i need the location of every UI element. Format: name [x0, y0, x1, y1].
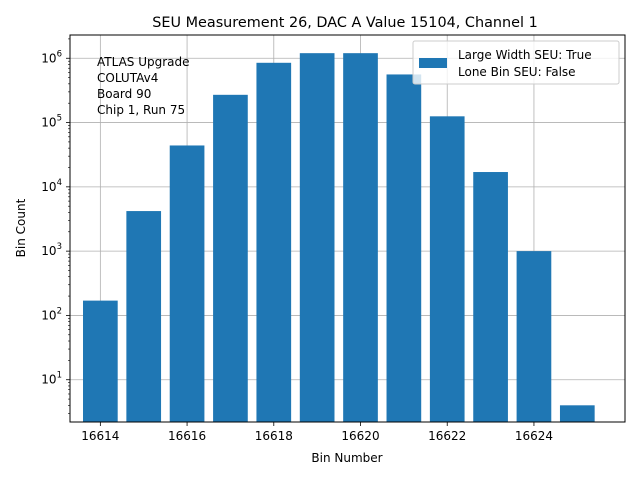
annotation-text: ATLAS Upgrade COLUTAv4 Board 90 Chip 1, Ru…: [97, 55, 190, 117]
y-tick-label: 103: [41, 242, 62, 258]
x-tick-label: 16624: [515, 429, 553, 443]
chart-title: SEU Measurement 26, DAC A Value 15104, C…: [152, 15, 537, 31]
bar: [559, 405, 595, 422]
x-tick-label: 16622: [428, 429, 466, 443]
bar: [429, 116, 465, 423]
y-tick-label: 104: [41, 178, 62, 194]
legend-swatch: [419, 58, 447, 68]
y-tick-label: 106: [41, 49, 62, 65]
x-tick-label: 16618: [255, 429, 293, 443]
plot-frame: [69, 34, 626, 423]
bars: [83, 53, 595, 423]
legend-box: [412, 40, 620, 85]
bar: [343, 53, 378, 423]
y-axis-ticks: 101 102 103 104 105 106: [41, 38, 70, 414]
y-tick-label: 102: [41, 306, 62, 322]
x-tick-label: 16620: [341, 429, 379, 443]
bar: [126, 211, 162, 422]
x-tick-label: 16614: [81, 429, 119, 443]
bar: [516, 251, 552, 422]
bar: [386, 74, 422, 422]
y-tick-label: 105: [41, 114, 62, 130]
legend-entry: Lone Bin SEU: False: [458, 65, 576, 79]
annotation-line: Chip 1, Run 75: [97, 103, 185, 117]
y-tick-label: 101: [41, 371, 62, 387]
legend-entry: Large Width SEU: True: [458, 48, 592, 62]
bar: [169, 145, 205, 422]
annotation-line: COLUTAv4: [97, 71, 158, 85]
bar: [473, 172, 508, 422]
bar: [83, 300, 118, 422]
annotation-line: Board 90: [97, 87, 151, 101]
y-axis-label: Bin Count: [14, 198, 28, 257]
bar: [299, 53, 335, 423]
annotation-line: ATLAS Upgrade: [97, 55, 190, 69]
bar: [213, 94, 248, 422]
bar: [256, 62, 292, 422]
x-tick-label: 16616: [168, 429, 206, 443]
legend: Large Width SEU: True Lone Bin SEU: Fals…: [412, 40, 620, 85]
x-axis-label: Bin Number: [311, 451, 382, 465]
x-axis-ticks: 16614 16616 16618 16620 16622 16624: [81, 422, 553, 443]
